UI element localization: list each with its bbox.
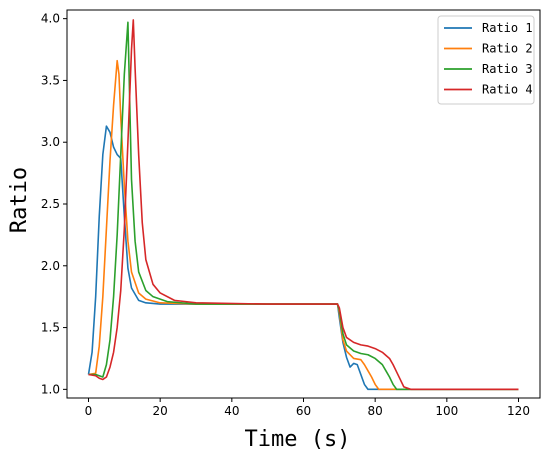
series-line-3: [88, 21, 519, 391]
x-tick-label: 100: [435, 404, 458, 418]
y-tick-label: 1.0: [41, 382, 60, 396]
x-tick-label: 120: [507, 404, 530, 418]
series-line-4: [88, 19, 519, 391]
y-axis-label: Ratio: [7, 167, 32, 233]
legend: Ratio 1 Ratio 2 Ratio 3 Ratio 4: [437, 15, 535, 105]
y-tick-label: 3.5: [41, 73, 60, 87]
legend-label-4: Ratio 4: [482, 83, 533, 97]
x-ticks: 0 20 40 60 80 100 120: [85, 398, 530, 418]
y-tick-label: 2.0: [41, 259, 60, 273]
series-line-1: [87, 125, 519, 391]
series-layer: [87, 19, 519, 391]
series-line-2: [88, 59, 519, 391]
legend-label-2: Ratio 2: [482, 42, 533, 56]
y-tick-label: 1.5: [41, 321, 60, 335]
x-tick-label: 20: [153, 404, 168, 418]
x-axis-label: Time (s): [245, 427, 351, 452]
x-tick-label: 40: [224, 404, 239, 418]
x-tick-label: 60: [296, 404, 311, 418]
y-tick-label: 2.5: [41, 197, 60, 211]
legend-label-3: Ratio 3: [482, 62, 533, 76]
legend-box: [437, 15, 535, 105]
y-tick-label: 3.0: [41, 135, 60, 149]
y-ticks: 1.0 1.5 2.0 2.5 3.0 3.5 4.0: [41, 12, 67, 396]
y-tick-label: 4.0: [41, 12, 60, 26]
x-tick-label: 80: [368, 404, 383, 418]
legend-label-1: Ratio 1: [482, 21, 533, 35]
x-tick-label: 0: [85, 404, 93, 418]
